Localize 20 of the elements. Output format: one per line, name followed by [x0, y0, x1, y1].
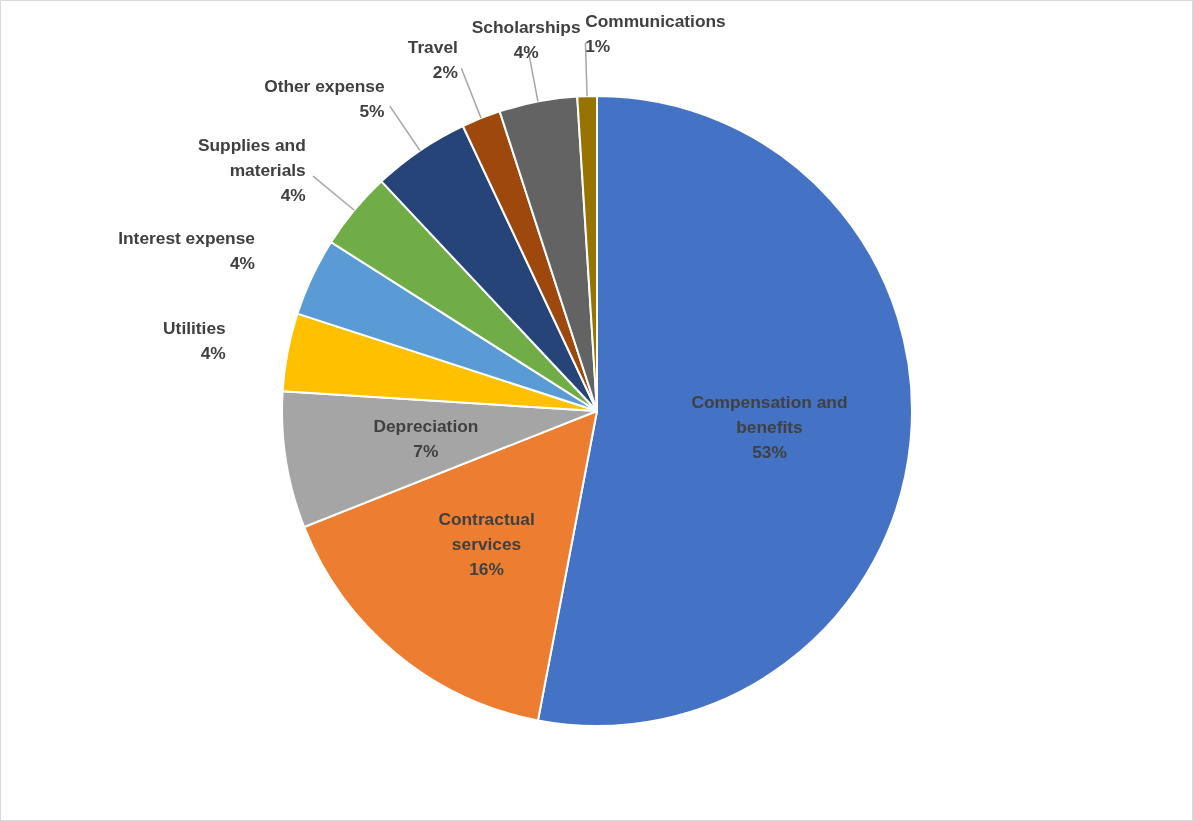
data-label: 4%: [280, 185, 306, 206]
slice-label: Communications: [585, 10, 726, 31]
slice-label: Depreciation: [373, 415, 479, 436]
data-label: 4%: [513, 42, 539, 63]
slice-label: Supplies and materials: [197, 135, 306, 181]
slice-label: Interest expense: [118, 227, 256, 248]
data-label: 1%: [585, 35, 611, 56]
slice-label: Compensation and benefits: [691, 392, 848, 438]
data-label: 16%: [469, 559, 504, 580]
slice-label: Utilities: [163, 317, 226, 338]
data-label: 4%: [229, 252, 255, 273]
data-label: 53%: [752, 442, 787, 463]
data-label: 7%: [413, 440, 439, 461]
slice-label: Travel: [407, 37, 458, 58]
data-label: 2%: [432, 62, 458, 83]
slice-label: Scholarships: [471, 17, 581, 38]
slice-label: Contractual services: [438, 509, 535, 555]
data-label: 4%: [200, 342, 226, 363]
data-label: 5%: [359, 100, 385, 121]
slice-label: Other expense: [264, 75, 385, 96]
